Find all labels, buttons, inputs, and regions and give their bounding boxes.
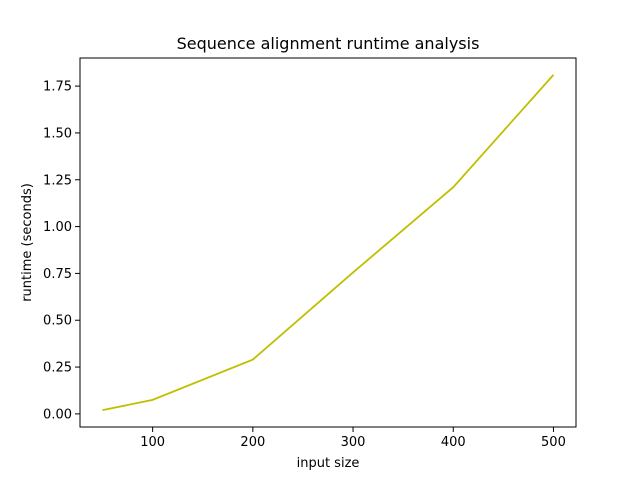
y-tick-label: 1.25 — [43, 173, 72, 188]
x-tick-label: 100 — [140, 435, 165, 450]
x-tick-label: 400 — [441, 435, 466, 450]
y-tick-label: 0.50 — [43, 314, 72, 329]
y-axis-ticks: 0.00 0.25 0.50 0.75 1.00 1.25 1.50 1.75 — [43, 80, 80, 422]
x-tick-label: 200 — [240, 435, 265, 450]
y-tick-label: 1.50 — [43, 126, 72, 141]
x-tick-label: 500 — [541, 435, 566, 450]
series-points — [101, 73, 555, 411]
x-axis-label: input size — [297, 456, 360, 471]
y-tick-label: 0.25 — [43, 361, 72, 376]
x-tick-label: 300 — [341, 435, 366, 450]
chart-title: Sequence alignment runtime analysis — [177, 34, 480, 53]
y-tick-label: 0.75 — [43, 267, 72, 282]
series-line-runtime — [102, 74, 555, 412]
y-axis-label: runtime (seconds) — [20, 183, 35, 302]
x-axis-ticks: 100 200 300 400 500 — [140, 427, 566, 450]
y-tick-label: 1.75 — [43, 80, 72, 95]
plot-area — [101, 73, 555, 412]
y-tick-label: 1.00 — [43, 220, 72, 235]
plot-frame — [79, 57, 577, 428]
y-tick-label: 0.00 — [43, 407, 72, 422]
